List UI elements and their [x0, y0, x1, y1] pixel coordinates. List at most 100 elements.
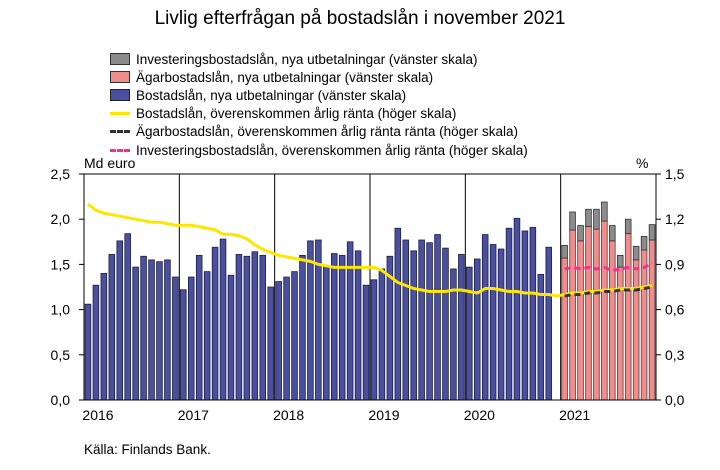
bar-investeringsbostadslan — [632, 245, 640, 261]
left-tick-label: 1,5 — [51, 256, 71, 272]
legend-item-agar-bar: Ägarbostadslån, nya utbetalningar (vänst… — [110, 68, 528, 86]
line-agarbostadslan-ranta — [564, 285, 653, 298]
bar-bostadslan — [323, 266, 330, 401]
legend-item-invest-line: Investeringsbostadslån, överenskommen år… — [110, 141, 528, 159]
bar-bostadslan — [195, 254, 203, 401]
bar-bostadslan — [521, 230, 529, 401]
left-tick-label: 0,0 — [51, 392, 71, 408]
bar-bostadslan — [227, 274, 235, 401]
bar-bostadslan — [418, 239, 425, 401]
bar-bostadslan — [235, 254, 243, 401]
legend-swatch-invest-line — [110, 148, 130, 152]
bar-bostadslan — [370, 279, 378, 401]
bar-agarbostadslan — [640, 249, 648, 401]
x-tick-label: 2018 — [273, 407, 304, 423]
x-tick-label: 2017 — [178, 407, 209, 423]
legend-item-agar-line: Ägarbostadslån, överenskommen årlig ränt… — [110, 123, 528, 141]
bar-investeringsbostadslan — [569, 211, 576, 231]
right-tick-label: 0,3 — [665, 347, 685, 363]
legend-item-invest-bar: Investeringsbostadslån, nya utbetalninga… — [110, 50, 528, 68]
legend-label: Bostadslån, nya utbetalningar (vänster s… — [136, 87, 407, 103]
bar-investeringsbostadslan — [593, 208, 600, 230]
bar-bostadslan — [291, 271, 298, 401]
bar-investeringsbostadslan — [577, 225, 584, 242]
bar-bostadslan — [529, 226, 537, 401]
bar-investeringsbostadslan — [561, 245, 568, 259]
legend: Investeringsbostadslån, nya utbetalninga… — [110, 50, 528, 159]
bar-bostadslan — [92, 284, 100, 401]
bar-bostadslan — [458, 254, 465, 401]
bar-investeringsbostadslan — [648, 224, 656, 241]
bar-bostadslan — [442, 247, 449, 401]
bar-bostadslan — [84, 303, 92, 401]
bar-bostadslan — [378, 268, 386, 401]
line-investeringsbostadslan-ranta — [564, 261, 653, 272]
bar-bostadslan — [124, 233, 131, 401]
bar-agarbostadslan — [609, 240, 616, 401]
left-tick-label: 0,5 — [51, 347, 71, 363]
bar-bostadslan — [466, 266, 473, 401]
plot-frame — [83, 173, 657, 401]
bar-bostadslan — [434, 234, 441, 401]
bar-investeringsbostadslan — [624, 218, 632, 235]
legend-label: Bostadslån, överenskommen årlig ränta (h… — [136, 106, 457, 122]
bar-investeringsbostadslan — [601, 201, 608, 222]
x-tick-label: 2019 — [368, 407, 399, 423]
line-bostadslan-ranta — [87, 202, 653, 298]
bar-bostadslan — [219, 238, 227, 401]
legend-item-bostad-line: Bostadslån, överenskommen årlig ränta (h… — [110, 105, 528, 123]
bar-agarbostadslan — [569, 229, 576, 401]
x-tick-label: 2020 — [464, 407, 495, 423]
left-axis-unit: Md euro — [84, 155, 136, 171]
bar-bostadslan — [267, 286, 274, 401]
bar-bostadslan — [402, 239, 410, 401]
bar-bostadslan — [497, 248, 505, 401]
bar-investeringsbostadslan — [609, 225, 616, 242]
legend-label: Investeringsbostadslån, nya utbetalninga… — [136, 51, 478, 67]
bar-agarbostadslan — [648, 239, 656, 401]
legend-label: Ägarbostadslån, överenskommen årlig ränt… — [136, 124, 518, 140]
bar-bostadslan — [100, 273, 108, 401]
axis-layer: 0,0 0,5 1,0 1,5 2,0 2,5 0,0 0,3 0,6 0,9 1,2 1,5 2016… — [51, 166, 685, 423]
bar-agarbostadslan — [624, 233, 632, 401]
bar-agarbostadslan — [632, 259, 640, 401]
bar-bostadslan — [140, 255, 147, 401]
left-tick-label: 1,0 — [51, 302, 71, 318]
right-axis-unit: % — [636, 155, 648, 171]
right-tick-label: 1,2 — [665, 211, 685, 227]
left-tick-label: 2,0 — [51, 211, 71, 227]
bar-bostadslan — [108, 254, 116, 401]
bar-bostadslan — [283, 276, 290, 401]
bar-bostadslan — [513, 217, 521, 401]
bar-bostadslan — [116, 240, 124, 401]
bar-bostadslan — [394, 227, 402, 401]
bar-bostadslan — [410, 250, 417, 401]
bar-investeringsbostadslan — [640, 235, 648, 251]
bar-bostadslan — [473, 258, 481, 401]
right-tick-label: 1,5 — [665, 166, 685, 182]
bar-bostadslan — [148, 259, 155, 401]
right-tick-label: 0,0 — [665, 392, 685, 408]
bar-agarbostadslan — [585, 226, 592, 401]
bar-bostadslan — [164, 259, 171, 401]
bar-bostadslan — [259, 254, 267, 401]
chart-title: Livlig efterfrågan på bostadslån i novem… — [154, 8, 566, 29]
bar-bostadslan — [172, 276, 179, 401]
line-layer — [87, 202, 653, 298]
bar-agarbostadslan — [601, 220, 608, 401]
bar-bostadslan — [505, 227, 513, 401]
bar-layer — [84, 201, 656, 401]
x-tick-label: 2016 — [82, 407, 113, 423]
bar-agarbostadslan — [577, 240, 584, 401]
bar-bostadslan — [156, 261, 163, 401]
legend-swatch-agar-line — [110, 130, 130, 134]
bar-bostadslan — [330, 253, 338, 401]
legend-swatch-agar-bar — [110, 71, 130, 84]
bar-bostadslan — [132, 266, 139, 401]
bar-investeringsbostadslan — [616, 254, 624, 268]
legend-swatch-bostad-line — [110, 112, 130, 116]
legend-swatch-bostad-bar — [110, 89, 130, 102]
bar-agarbostadslan — [593, 228, 600, 401]
bar-bostadslan — [187, 276, 195, 401]
x-tick-label: 2021 — [559, 407, 590, 423]
